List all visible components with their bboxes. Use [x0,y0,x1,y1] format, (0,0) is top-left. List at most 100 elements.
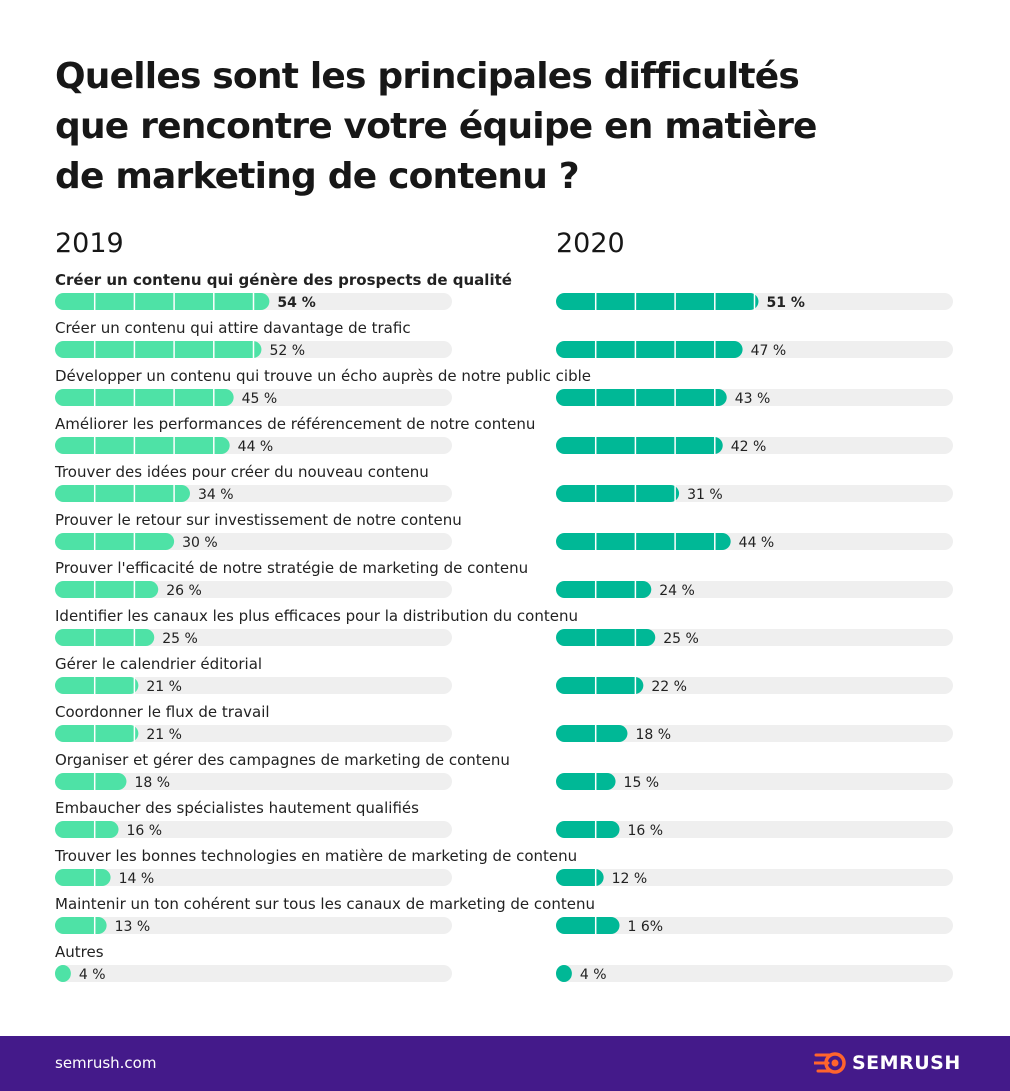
category-label: Créer un contenu qui attire davantage de… [55,319,411,337]
category-label: Créer un contenu qui génère des prospect… [55,271,512,289]
bar-track [556,821,953,838]
value-label-2019: 14 % [119,871,155,887]
bar-2019 [55,341,262,358]
year-label-2019: 2019 [55,228,124,259]
bar-2019 [55,389,234,406]
category-label: Identifier les canaux les plus efficaces… [55,607,578,625]
footer-bar: semrush.com SEMRUSH [0,1036,1010,1091]
year-label-2020: 2020 [556,228,625,259]
bar-2019 [55,725,139,742]
bar-2019 [55,437,230,454]
bar-track [556,629,953,646]
category-label: Maintenir un ton cohérent sur tous les c… [55,895,595,913]
category-label: Améliorer les performances de référencem… [55,415,535,433]
bar-2020 [556,677,644,694]
bar-2019 [55,773,127,790]
category-label: Trouver des idées pour créer du nouveau … [54,463,429,481]
bar-track [556,965,953,982]
bar-track [556,677,953,694]
value-label-2019: 13 % [115,919,151,935]
value-label-2019: 30 % [182,535,218,551]
bar-2020 [556,965,572,982]
bar-2020 [556,293,759,310]
bar-2019 [55,917,107,934]
bar-track [55,629,452,646]
bar-2020 [556,485,680,502]
value-label-2020: 51 % [766,295,804,311]
bar-2020 [556,821,620,838]
category-label: Embaucher des spécialistes hautement qua… [55,799,419,817]
semrush-logo[interactable]: SEMRUSH [814,1051,961,1075]
bar-track [55,725,452,742]
bar-2020 [556,725,628,742]
value-label-2020: 43 % [735,391,771,407]
value-label-2020: 1 6% [628,919,664,935]
value-label-2019: 26 % [166,583,202,599]
bar-2019 [55,533,175,550]
value-label-2019: 21 % [146,679,182,695]
bar-2020 [556,869,604,886]
bar-track [55,677,452,694]
value-label-2019: 4 % [79,967,106,983]
bar-2020 [556,917,620,934]
value-label-2020: 24 % [659,583,695,599]
value-label-2020: 4 % [580,967,607,983]
value-label-2019: 18 % [134,775,170,791]
bar-2019 [55,581,159,598]
value-label-2019: 54 % [277,295,315,311]
bar-track [556,869,953,886]
bar-2020 [556,341,743,358]
value-label-2019: 34 % [198,487,234,503]
bar-2019 [55,821,119,838]
bar-track [55,773,452,790]
value-label-2020: 31 % [687,487,723,503]
value-label-2019: 25 % [162,631,198,647]
bar-2019 [55,485,190,502]
value-label-2020: 42 % [731,439,767,455]
value-label-2020: 18 % [635,727,671,743]
value-label-2019: 21 % [146,727,182,743]
footer-url[interactable]: semrush.com [55,1054,157,1072]
bar-2020 [556,773,616,790]
bar-track [556,773,953,790]
bar-2019 [55,629,155,646]
bar-2020 [556,629,656,646]
category-label: Autres [55,943,104,961]
value-label-2019: 45 % [242,391,278,407]
value-label-2020: 25 % [663,631,699,647]
value-label-2019: 16 % [127,823,163,839]
bar-2020 [556,389,727,406]
bar-track [55,821,452,838]
category-label: Prouver l'efficacité de notre stratégie … [55,559,528,577]
bar-2020 [556,533,731,550]
chart-title: Quelles sont les principales difficultés… [55,56,817,197]
bar-track [55,965,452,982]
bar-2019 [55,293,270,310]
bar-2019 [55,965,71,982]
bar-chart: Créer un contenu qui génère des prospect… [54,271,953,983]
bar-track [55,869,452,886]
bar-2020 [556,437,723,454]
category-label: Prouver le retour sur investissement de … [55,511,462,529]
value-label-2020: 15 % [624,775,660,791]
value-label-2020: 22 % [651,679,687,695]
value-label-2019: 44 % [238,439,274,455]
value-label-2020: 16 % [628,823,664,839]
bar-2019 [55,677,139,694]
category-label: Développer un contenu qui trouve un écho… [55,367,591,385]
bar-track [556,917,953,934]
bar-2019 [55,869,111,886]
semrush-logo-text: SEMRUSH [852,1052,961,1074]
category-label: Organiser et gérer des campagnes de mark… [55,751,510,769]
value-label-2020: 47 % [751,343,787,359]
semrush-fireball-icon [814,1052,846,1074]
bar-2020 [556,581,652,598]
category-label: Trouver les bonnes technologies en matiè… [54,847,577,865]
category-label: Gérer le calendrier éditorial [55,655,262,673]
value-label-2020: 12 % [612,871,648,887]
bar-track [556,725,953,742]
bar-track [55,917,452,934]
bar-track [556,581,953,598]
value-label-2020: 44 % [739,535,775,551]
value-label-2019: 52 % [269,343,305,359]
